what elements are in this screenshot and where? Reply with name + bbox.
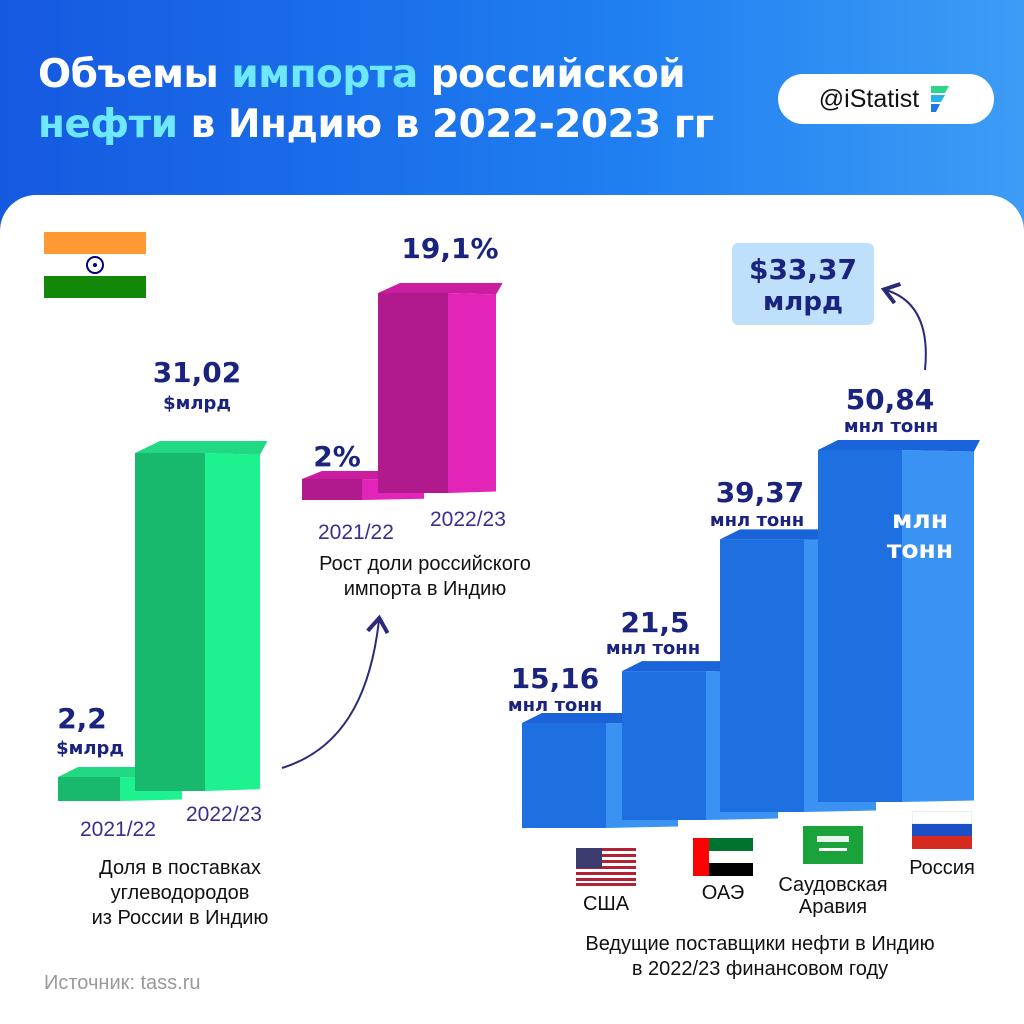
source-note: Источник: tass.ru <box>44 972 201 994</box>
chart-import-share-growth <box>302 283 503 500</box>
country-line: Саудовская <box>778 874 888 896</box>
callout-arrow <box>880 282 927 371</box>
value-label-2022-23: 19,1% <box>401 232 499 265</box>
russia-value-callout: $33,37 млрд <box>732 243 874 325</box>
bar-left-face <box>302 479 362 500</box>
uae-flag-icon <box>693 838 753 876</box>
period-label: 2022/23 <box>430 508 506 531</box>
chart2-caption: Рост доли российского импорта в Индию <box>285 552 565 602</box>
value-label-2022-23: 31,02 <box>152 356 242 389</box>
bar-left-face <box>622 671 706 820</box>
bar-inner-label: млн тонн <box>870 505 970 565</box>
country-label-russia: Россия <box>892 857 992 879</box>
period-label: 2021/22 <box>318 521 394 544</box>
chart3-caption: Ведущие поставщики нефти в Индию в 2022/… <box>540 932 980 982</box>
bar-top-face <box>818 440 980 452</box>
country-label-saudi: Саудовская Аравия <box>763 874 903 918</box>
unit-label: мнл тонн <box>709 510 805 531</box>
bar-inner-line: млн <box>891 505 949 534</box>
bar-right-face <box>448 293 496 493</box>
header-banner: Объемы импорта российской нефти в Индию … <box>0 0 1024 230</box>
caption-line: углеводородов <box>110 882 250 904</box>
title-part: в Индию в 2022-2023 гг <box>177 102 715 147</box>
value-label-uae: 21,5 <box>620 606 690 639</box>
bar-left-face <box>58 777 120 801</box>
title-part: российской <box>417 52 686 97</box>
bar-top-face <box>135 441 268 455</box>
period-label: 2022/23 <box>186 803 262 826</box>
value-label-2021-22: 2,2 <box>57 702 107 735</box>
russia-flag-icon <box>912 811 972 849</box>
unit-label: $млрд <box>56 738 124 759</box>
value-label-usa: 15,16 <box>510 662 600 695</box>
saudi-flag-icon <box>803 826 863 864</box>
country-line: ОАЭ <box>701 882 745 904</box>
bar-right-face <box>902 450 974 802</box>
bar-2022-23 <box>378 283 503 493</box>
bar-inner-line: тонн <box>886 535 954 564</box>
country-label-uae: ОАЭ <box>683 882 763 904</box>
value-label-2021-22: 2% <box>313 440 361 473</box>
growth-arrow <box>281 614 390 769</box>
unit-label: мнл тонн <box>507 695 603 716</box>
page-title: Объемы импорта российской нефти в Индию … <box>38 50 714 150</box>
caption-line: Доля в поставках <box>99 857 261 879</box>
istatist-logo-icon <box>931 86 950 112</box>
title-highlight: импорта <box>231 52 418 97</box>
caption-line: из России в Индию <box>91 907 269 929</box>
chart-russia-share <box>58 441 268 801</box>
chart1-caption: Доля в поставках углеводородов из России… <box>50 856 310 931</box>
country-line: Россия <box>909 857 975 879</box>
country-line: США <box>582 893 630 915</box>
bar-left-face <box>135 453 205 791</box>
bar-russia <box>818 440 980 802</box>
callout-unit: млрд <box>763 287 843 317</box>
title-highlight: нефти <box>38 102 178 147</box>
country-line: Аравия <box>798 896 868 918</box>
badge-label: @iStatist <box>818 84 920 113</box>
chart-oil-suppliers <box>522 440 980 828</box>
callout-value: $33,37 <box>748 253 858 286</box>
value-label-russia: 50,84 <box>845 383 935 416</box>
value-label-saudi: 39,37 <box>715 476 805 509</box>
usa-flag-icon <box>576 848 636 886</box>
bar-left-face <box>378 293 448 493</box>
istatist-badge[interactable]: @iStatist <box>778 74 994 124</box>
caption-line: Рост доли российского <box>319 553 531 575</box>
bar-left-face <box>720 539 804 812</box>
unit-label: мнл тонн <box>843 416 939 437</box>
unit-label: $млрд <box>163 393 231 414</box>
caption-line: в 2022/23 финансовом году <box>631 958 889 980</box>
bar-left-face <box>818 450 902 802</box>
caption-line: импорта в Индию <box>343 578 507 600</box>
caption-line: Ведущие поставщики нефти в Индию <box>585 933 935 955</box>
bar-top-face <box>378 283 503 295</box>
bar-2022-23 <box>135 441 268 791</box>
country-label-usa: США <box>566 893 646 915</box>
title-part: Объемы <box>38 52 232 97</box>
bar-left-face <box>522 723 606 828</box>
bar-right-face <box>205 453 260 791</box>
india-flag-icon <box>44 232 146 298</box>
unit-label: мнл тонн <box>605 638 701 659</box>
period-label: 2021/22 <box>80 818 156 841</box>
